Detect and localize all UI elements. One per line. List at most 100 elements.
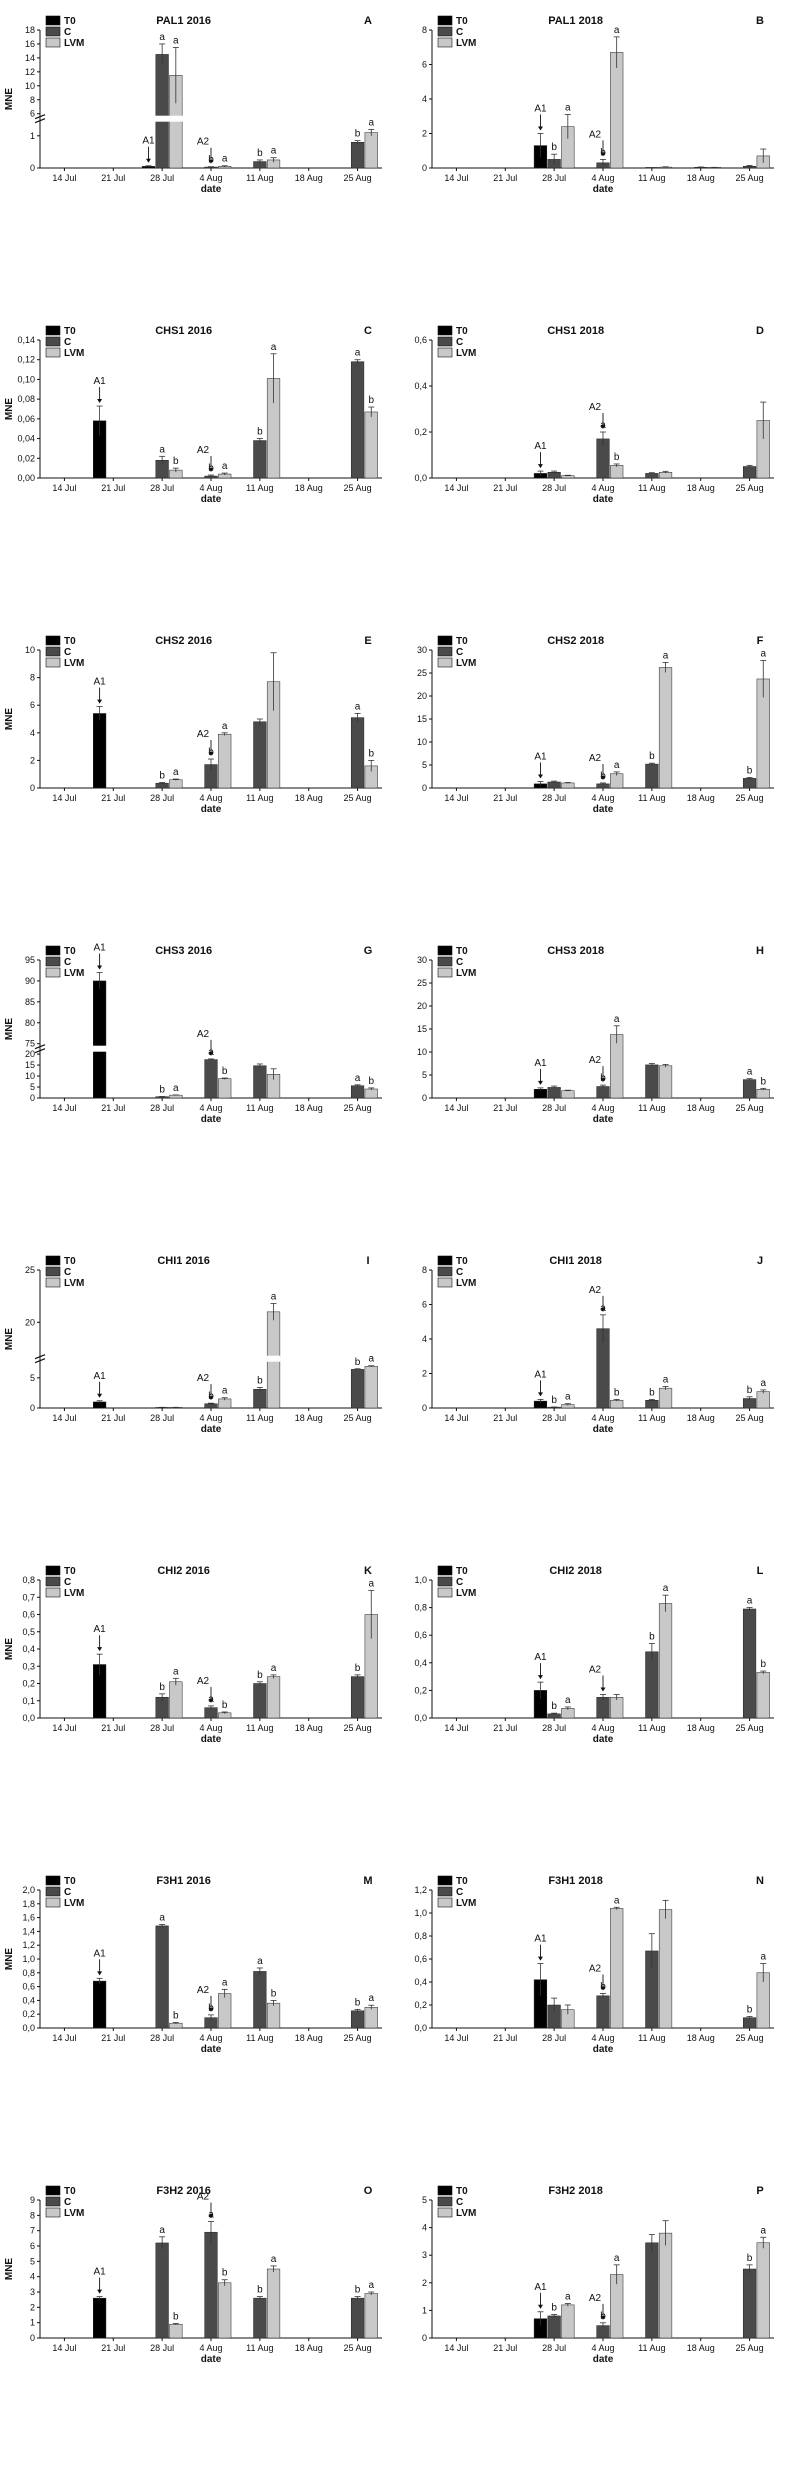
panel-letter: M xyxy=(363,1875,372,1887)
y-tick-label: 0,4 xyxy=(22,1995,35,2005)
bar-lvm xyxy=(169,1094,183,1099)
legend-label-c: C xyxy=(456,1267,463,1278)
bar-lvm xyxy=(218,1993,232,2029)
chart-title: F3H2 2016 xyxy=(156,2185,210,2197)
legend-label-c: C xyxy=(456,27,463,38)
significance-label: a xyxy=(565,2292,571,2303)
legend-label-lvm: LVM xyxy=(456,1898,476,1909)
legend-swatch-lvm xyxy=(45,967,61,978)
x-axis-title: date xyxy=(593,2044,614,2055)
application-label-a1: A1 xyxy=(534,2282,547,2293)
x-tick-label: 18 Aug xyxy=(295,2033,323,2043)
legend-swatch-t0 xyxy=(45,1875,61,1886)
bar-lvm xyxy=(756,2242,770,2339)
legend-label-lvm: LVM xyxy=(64,2208,84,2219)
x-tick-label: 21 Jul xyxy=(493,483,517,493)
x-tick-label: 11 Aug xyxy=(638,2343,665,2353)
legend-swatch-t0 xyxy=(437,325,453,336)
x-axis-title: date xyxy=(593,2354,614,2365)
y-tick-label: 6 xyxy=(422,1300,427,1310)
y-tick-label: 4 xyxy=(30,728,35,738)
x-tick-label: 21 Jul xyxy=(493,1723,517,1733)
legend-swatch-lvm xyxy=(45,1897,61,1908)
x-tick-label: 28 Jul xyxy=(542,173,566,183)
y-tick-label: 0 xyxy=(422,783,427,793)
bar-lvm xyxy=(364,411,378,479)
bar-lvm xyxy=(364,1088,378,1099)
bar-c xyxy=(645,167,659,169)
bar-lvm xyxy=(610,1034,624,1099)
application-label-a2: A2 xyxy=(589,753,602,764)
y-tick-label: 20 xyxy=(25,1317,35,1327)
x-tick-label: 25 Aug xyxy=(736,173,764,183)
y-tick-label: 0,2 xyxy=(414,427,427,437)
significance-label: a xyxy=(368,1993,374,2004)
legend-label-t0: T0 xyxy=(64,1256,76,1267)
y-tick-label: 5 xyxy=(422,760,427,770)
significance-label: b xyxy=(551,1701,557,1712)
bar-c xyxy=(350,2297,365,2339)
bar-lvm xyxy=(169,779,183,789)
y-tick-label: 0,4 xyxy=(414,1977,427,1987)
legend-label-t0: T0 xyxy=(456,946,468,957)
y-tick-label: 80 xyxy=(25,1018,35,1028)
x-tick-label: 18 Aug xyxy=(687,483,715,493)
legend-swatch-c xyxy=(437,336,453,347)
x-tick-label: 14 Jul xyxy=(444,1723,468,1733)
x-tick-label: 14 Jul xyxy=(52,793,76,803)
x-tick-label: 11 Aug xyxy=(246,483,273,493)
legend-label-c: C xyxy=(456,1887,463,1898)
application-arrowhead xyxy=(537,1392,543,1397)
y-tick-label: 1,8 xyxy=(22,1899,35,1909)
legend-swatch-lvm xyxy=(45,347,61,358)
application-arrowhead xyxy=(600,1687,606,1692)
x-tick-label: 18 Aug xyxy=(295,173,323,183)
legend-label-lvm: LVM xyxy=(456,1278,476,1289)
application-label-a1: A1 xyxy=(534,1934,547,1945)
x-tick-label: 14 Jul xyxy=(444,2343,468,2353)
panel-letter: J xyxy=(757,1255,763,1267)
legend-swatch-c xyxy=(437,1266,453,1277)
x-tick-label: 11 Aug xyxy=(246,1723,273,1733)
bar-c xyxy=(742,1079,757,1099)
application-label-a2: A2 xyxy=(197,1373,210,1384)
x-tick-label: 4 Aug xyxy=(199,1723,222,1733)
y-tick-label: 0,8 xyxy=(22,1968,35,1978)
chart-title: PAL1 2018 xyxy=(548,15,603,27)
legend-swatch-lvm xyxy=(437,967,453,978)
chart-title: CHS2 2018 xyxy=(547,635,604,647)
x-tick-label: 21 Jul xyxy=(493,2343,517,2353)
legend-label-t0: T0 xyxy=(64,2186,76,2197)
x-axis-title: date xyxy=(201,184,222,195)
y-tick-label: 0,02 xyxy=(17,453,35,463)
significance-label: b xyxy=(551,142,557,153)
application-arrowhead xyxy=(208,752,214,757)
chart-title: PAL1 2016 xyxy=(156,15,211,27)
significance-label: a xyxy=(614,25,620,36)
significance-label: b xyxy=(760,1076,766,1087)
x-tick-label: 28 Jul xyxy=(150,2033,174,2043)
legend-label-t0: T0 xyxy=(64,326,76,337)
application-label-a2: A2 xyxy=(589,2293,602,2304)
chart-panel-b: 0 2 4 6 8 14 Jul 21 Jul 28 Jul 4 Aug 11 Aug 18 Aug… xyxy=(422,15,774,195)
significance-label: a xyxy=(173,1083,179,1094)
x-tick-label: 28 Jul xyxy=(150,2343,174,2353)
application-label-a1: A1 xyxy=(534,752,547,763)
significance-label: a xyxy=(222,154,228,165)
bar-c xyxy=(253,2297,267,2339)
axis-break-mark xyxy=(34,1354,46,1360)
significance-label: b xyxy=(355,129,361,140)
panel-letter: D xyxy=(756,325,764,337)
chart-title: F3H1 2016 xyxy=(156,1875,210,1887)
significance-label: a xyxy=(173,35,179,46)
x-tick-label: 25 Aug xyxy=(344,483,372,493)
x-tick-label: 14 Jul xyxy=(52,1103,76,1113)
legend-swatch-lvm xyxy=(437,37,453,48)
y-tick-label: 2 xyxy=(422,2278,427,2288)
y-tick-label: 0 xyxy=(30,2333,35,2343)
y-tick-label: 85 xyxy=(25,997,35,1007)
significance-label: a xyxy=(565,1695,571,1706)
x-tick-label: 21 Jul xyxy=(101,1103,125,1113)
bar-lvm xyxy=(658,2232,673,2339)
